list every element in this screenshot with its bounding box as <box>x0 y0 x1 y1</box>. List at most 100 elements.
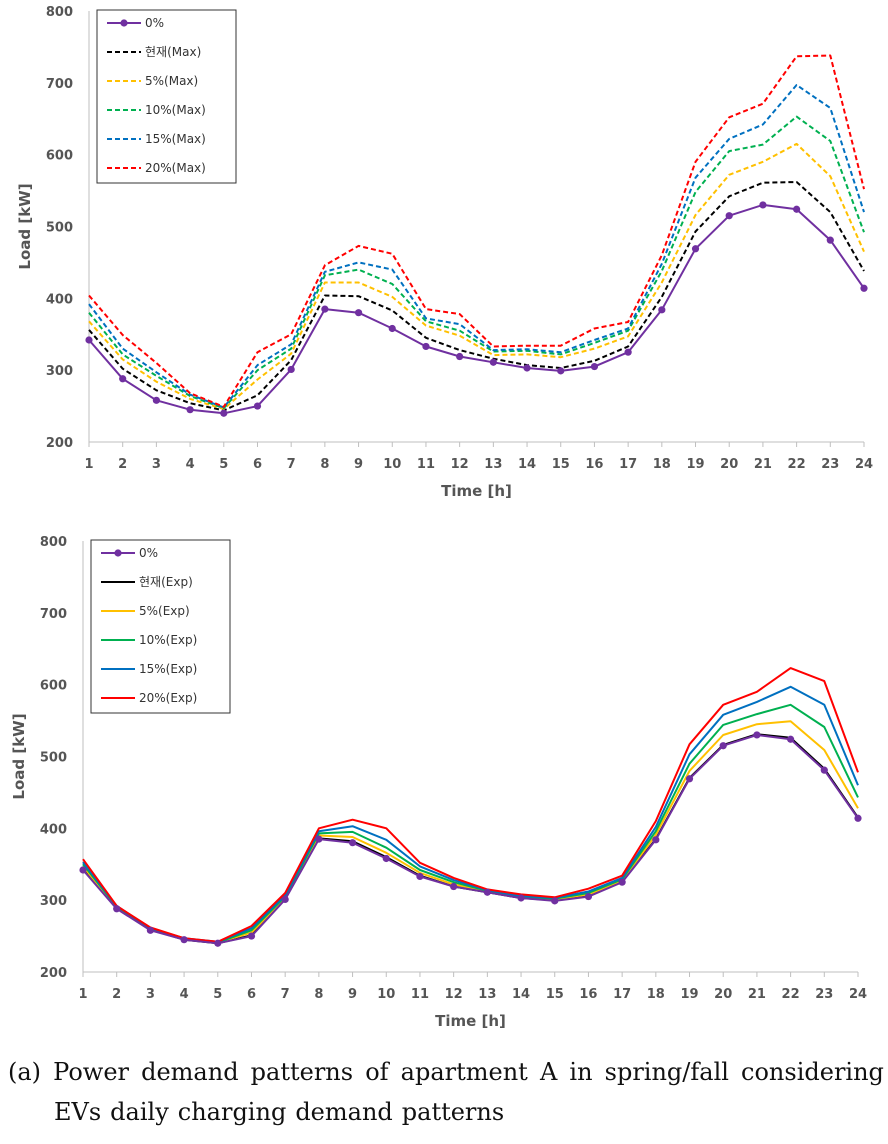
legend-label: 10%(Exp) <box>139 633 197 647</box>
legend-label: 20%(Max) <box>145 161 206 175</box>
x-tick-label: 15 <box>546 987 564 1002</box>
series-line-5 <box>88 54 865 408</box>
x-tick-label: 2 <box>112 987 121 1002</box>
y-axis-title: Load [kW] <box>16 183 34 269</box>
y-tick-label: 700 <box>40 607 67 622</box>
x-tick-label: 19 <box>680 987 698 1002</box>
series-line-1 <box>88 181 865 412</box>
data-point <box>584 892 593 901</box>
figure-caption: (a) Power demand patterns of apartment A… <box>8 1052 884 1132</box>
caption-word: charging <box>177 1098 287 1126</box>
data-point <box>85 336 93 344</box>
y-axis-title: Load [kW] <box>10 713 28 799</box>
series-line-2 <box>88 142 865 410</box>
data-point <box>247 932 256 940</box>
legend: 0% 현재(Exp) 5%(Exp) 10%(Exp) 15%(Exp) 20%(Exp) <box>90 539 231 714</box>
legend-marker <box>114 549 122 557</box>
data-point <box>860 284 868 292</box>
data-point <box>787 735 795 743</box>
x-tick-label: 17 <box>619 457 637 472</box>
legend-label: 5%(Max) <box>145 74 198 88</box>
y-tick-label: 600 <box>40 679 67 694</box>
x-tick-label: 4 <box>186 457 195 472</box>
series-line-4 <box>82 685 859 943</box>
x-tick-label: 5 <box>219 457 228 472</box>
caption-word: demand <box>295 1098 393 1126</box>
data-point <box>456 352 464 361</box>
data-point <box>382 854 390 863</box>
legend-label: 현재(Max) <box>145 45 201 59</box>
data-point <box>220 409 228 417</box>
x-tick-label: 10 <box>383 457 401 472</box>
x-axis-title: Time [h] <box>441 482 512 500</box>
y-tick-label: 500 <box>46 221 73 236</box>
x-tick-label: 7 <box>287 457 296 472</box>
x-tick-label: 23 <box>821 457 839 472</box>
x-tick-label: 1 <box>84 457 93 472</box>
x-tick-label: 11 <box>411 987 429 1002</box>
y-tick-label: 800 <box>40 535 67 550</box>
x-tick-label: 2 <box>118 457 127 472</box>
data-point <box>719 742 727 750</box>
y-tick-label: 300 <box>46 364 73 379</box>
x-tick-label: 24 <box>849 987 867 1002</box>
x-tick-label: 21 <box>754 457 772 472</box>
legend-label: 0% <box>139 546 158 560</box>
data-point <box>422 342 430 351</box>
data-point <box>416 872 424 881</box>
x-tick-label: 24 <box>855 457 873 472</box>
caption-word: A <box>539 1058 558 1086</box>
x-tick-label: 22 <box>782 987 800 1002</box>
data-point <box>315 835 323 843</box>
data-point <box>79 866 87 874</box>
x-tick-label: 20 <box>720 457 738 472</box>
x-tick-label: 12 <box>445 987 463 1002</box>
x-tick-label: 9 <box>354 457 363 472</box>
caption-word: in <box>569 1058 593 1086</box>
legend-label: 10%(Max) <box>145 103 206 117</box>
caption-word: demand <box>141 1058 239 1086</box>
data-point <box>517 894 525 902</box>
y-tick-label: 500 <box>40 751 67 766</box>
legend-label: 0% <box>145 16 164 30</box>
series-line-0 <box>82 734 859 945</box>
data-point <box>658 306 666 314</box>
x-tick-label: 17 <box>613 987 631 1002</box>
caption-word: EVs <box>54 1098 102 1126</box>
data-point <box>281 895 289 904</box>
x-tick-label: 14 <box>518 457 536 472</box>
data-point <box>551 897 559 905</box>
x-tick-label: 4 <box>180 987 189 1002</box>
x-tick-label: 18 <box>653 457 671 472</box>
y-tick-label: 200 <box>40 966 67 981</box>
x-tick-label: 11 <box>417 457 435 472</box>
caption-word: patterns <box>250 1058 354 1086</box>
data-point <box>618 878 626 886</box>
data-point <box>557 367 565 375</box>
x-tick-label: 1 <box>78 987 87 1002</box>
x-tick-label: 12 <box>451 457 469 472</box>
data-point <box>691 245 700 253</box>
x-tick-label: 5 <box>213 987 222 1002</box>
y-tick-label: 300 <box>40 894 67 909</box>
data-point <box>450 882 458 891</box>
data-point <box>253 402 262 410</box>
caption-word: patterns <box>401 1098 505 1126</box>
x-tick-label: 10 <box>377 987 395 1002</box>
x-tick-label: 15 <box>552 457 570 472</box>
series-line-4 <box>88 84 865 409</box>
data-point <box>180 936 188 944</box>
data-point <box>854 814 862 822</box>
data-point <box>624 348 632 356</box>
y-tick-label: 800 <box>46 5 73 20</box>
data-point <box>214 939 222 947</box>
data-point <box>146 926 154 934</box>
legend: 0% 현재(Max) 5%(Max) 10%(Max) 15%(Max) 20%(Max) <box>96 9 237 184</box>
data-point <box>483 888 491 896</box>
x-axis-title: Time [h] <box>435 1012 506 1030</box>
x-tick-label: 13 <box>478 987 496 1002</box>
data-point <box>348 839 357 847</box>
data-point <box>119 375 127 383</box>
